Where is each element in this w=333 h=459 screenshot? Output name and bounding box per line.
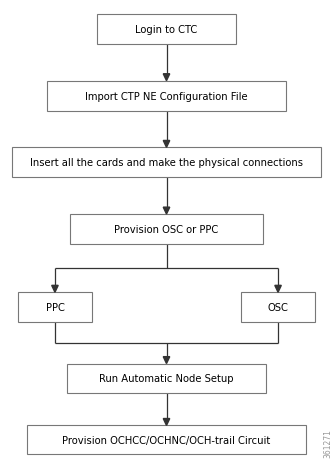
Polygon shape: [275, 285, 281, 293]
FancyBboxPatch shape: [27, 425, 306, 454]
Text: Insert all the cards and make the physical connections: Insert all the cards and make the physic…: [30, 158, 303, 168]
FancyBboxPatch shape: [18, 293, 92, 322]
Polygon shape: [52, 285, 58, 293]
Text: OSC: OSC: [268, 302, 288, 313]
FancyBboxPatch shape: [67, 364, 266, 394]
Polygon shape: [163, 141, 170, 148]
Text: Run Automatic Node Setup: Run Automatic Node Setup: [99, 374, 234, 384]
FancyBboxPatch shape: [97, 15, 236, 45]
Text: PPC: PPC: [46, 302, 64, 313]
FancyBboxPatch shape: [70, 215, 263, 244]
FancyBboxPatch shape: [47, 81, 286, 111]
Polygon shape: [163, 419, 170, 425]
Text: Import CTP NE Configuration File: Import CTP NE Configuration File: [85, 91, 248, 101]
Text: Provision OCHCC/OCHNC/OCH-trail Circuit: Provision OCHCC/OCHNC/OCH-trail Circuit: [62, 435, 271, 445]
FancyBboxPatch shape: [241, 293, 315, 322]
Text: Login to CTC: Login to CTC: [136, 25, 197, 35]
Polygon shape: [163, 357, 170, 364]
Text: Provision OSC or PPC: Provision OSC or PPC: [114, 224, 219, 235]
Text: 361271: 361271: [323, 428, 333, 457]
Polygon shape: [163, 207, 170, 215]
FancyBboxPatch shape: [12, 148, 321, 178]
Polygon shape: [163, 74, 170, 81]
